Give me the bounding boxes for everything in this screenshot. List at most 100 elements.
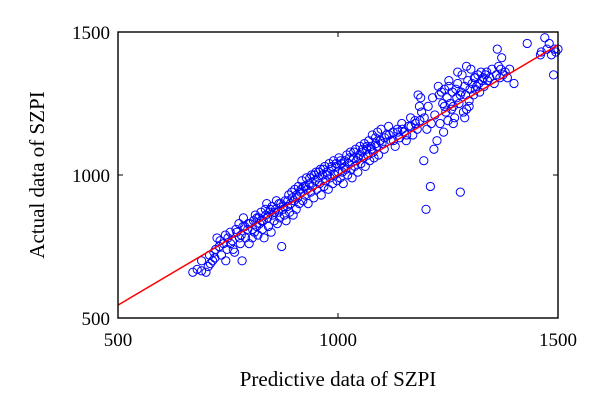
data-point	[438, 98, 448, 109]
data-point	[197, 256, 207, 266]
data-point	[203, 261, 213, 272]
data-point	[377, 138, 387, 149]
data-point	[212, 233, 222, 243]
data-point	[344, 153, 355, 163]
data-point	[448, 101, 458, 111]
data-point	[444, 76, 454, 86]
data-point	[497, 53, 507, 63]
data-point	[448, 118, 458, 129]
data-point	[453, 67, 463, 77]
data-point	[434, 90, 444, 100]
data-point	[492, 44, 502, 54]
data-point	[414, 101, 424, 111]
data-point	[458, 107, 468, 117]
data-point	[272, 219, 282, 229]
data-point	[435, 118, 445, 129]
data-point	[244, 239, 254, 249]
x-tick-label: 500	[104, 330, 133, 351]
data-point	[397, 124, 407, 134]
data-point	[522, 38, 532, 49]
data-point	[485, 73, 495, 83]
data-point	[282, 201, 292, 212]
data-point	[468, 90, 479, 100]
data-point	[390, 141, 400, 151]
data-point	[366, 141, 376, 151]
data-point	[201, 267, 211, 277]
data-point	[419, 113, 429, 123]
x-tick-label: 1500	[539, 330, 577, 351]
data-point	[263, 221, 274, 232]
data-point	[349, 147, 359, 157]
data-point	[237, 256, 247, 266]
data-point	[277, 241, 287, 252]
data-point	[291, 204, 301, 214]
data-point	[461, 61, 472, 71]
fit-line-layer	[117, 44, 559, 306]
data-point	[253, 230, 263, 240]
data-point	[367, 130, 377, 140]
data-point	[441, 107, 451, 117]
data-point	[238, 213, 248, 223]
data-point	[197, 266, 207, 276]
x-axis-label: Predictive data of SZPI	[240, 367, 437, 391]
data-point	[464, 101, 474, 111]
data-point	[281, 216, 291, 226]
data-point	[360, 161, 370, 172]
data-point	[461, 104, 472, 114]
data-point	[472, 81, 482, 91]
data-point	[428, 93, 438, 103]
data-point	[334, 153, 344, 163]
data-point	[331, 161, 341, 172]
data-point	[413, 90, 423, 100]
data-point	[402, 130, 412, 140]
data-point	[423, 101, 433, 111]
data-point	[487, 64, 497, 74]
data-point	[192, 264, 202, 274]
data-point	[243, 224, 253, 234]
data-point	[336, 156, 346, 166]
data-point	[303, 199, 313, 209]
data-point	[544, 38, 554, 49]
data-point	[225, 227, 235, 237]
data-point	[353, 153, 363, 163]
data-point	[226, 239, 236, 249]
data-point	[350, 161, 360, 172]
data-point	[388, 136, 399, 146]
data-point	[450, 113, 460, 123]
data-point	[419, 156, 429, 166]
data-point	[429, 144, 439, 154]
data-point	[256, 216, 267, 226]
data-point	[230, 247, 240, 257]
x-tick-label: 1000	[319, 330, 357, 351]
data-point	[270, 207, 280, 217]
data-point	[221, 256, 231, 266]
data-point	[208, 256, 218, 266]
data-point	[483, 76, 493, 86]
data-point	[318, 164, 328, 174]
data-point	[509, 78, 519, 89]
data-point	[454, 98, 464, 109]
data-point	[329, 156, 339, 166]
y-tick-label: 500	[82, 309, 111, 330]
data-point	[287, 187, 297, 197]
data-point	[460, 113, 470, 123]
data-point	[220, 230, 230, 240]
fit-line	[117, 44, 559, 306]
data-point	[397, 118, 407, 129]
data-point	[443, 116, 453, 126]
data-point	[300, 181, 311, 192]
data-point	[345, 147, 355, 157]
data-point	[436, 87, 446, 97]
tick-labels: 500 1000 1500 500 1000 1500	[72, 23, 577, 351]
data-point	[259, 233, 269, 243]
data-point	[353, 167, 363, 177]
data-point	[439, 127, 449, 137]
data-point	[421, 204, 431, 214]
scatter-points	[188, 33, 563, 277]
data-point	[384, 121, 394, 131]
data-point	[470, 73, 480, 83]
data-point	[347, 173, 357, 183]
y-axis-label: Actual data of SZPI	[25, 91, 49, 258]
data-point	[366, 144, 377, 154]
data-point	[316, 190, 326, 200]
